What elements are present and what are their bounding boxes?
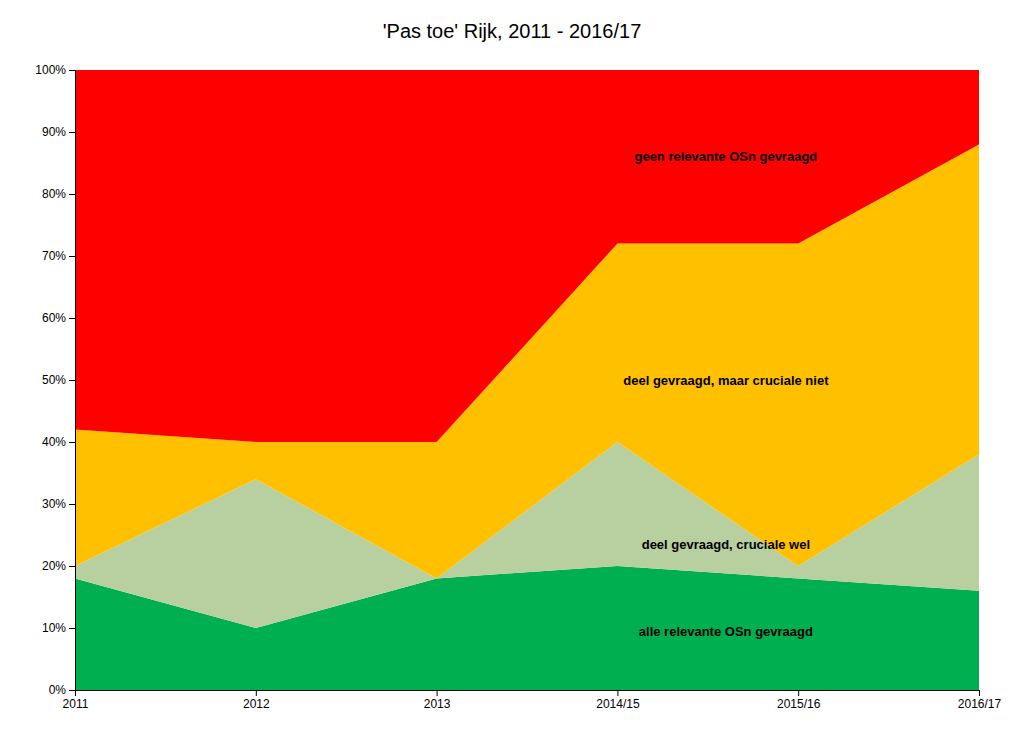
y-tick-mark <box>69 256 75 257</box>
y-tick: 30% <box>42 497 75 511</box>
y-tick-label: 40% <box>42 435 66 449</box>
x-axis: 2011 2012 2013 2014/15 2015/16 2016/17 <box>63 690 1002 711</box>
y-axis-line <box>69 71 76 691</box>
chart: 'Pas toe' Rijk, 2011 - 2016/17 0% 10% 20% 30… <box>0 0 1024 740</box>
y-tick-mark <box>69 566 75 567</box>
y-tick-label: 20% <box>42 559 66 573</box>
y-axis: 0% 10% 20% 30% 40% 50% 60% 70% 80% 90% 100% <box>35 63 75 697</box>
title: 'Pas toe' Rijk, 2011 - 2016/17 <box>383 20 642 42</box>
y-tick: 0% <box>49 683 75 697</box>
y-tick: 70% <box>42 249 75 263</box>
x-tick-mark <box>798 690 799 696</box>
series-labels: alle relevante OSn gevraagd deel gevraagd… <box>623 149 829 639</box>
y-tick: 10% <box>42 621 75 635</box>
x-tick: 2013 <box>424 690 451 711</box>
series-label: alle relevante OSn gevraagd <box>639 624 813 639</box>
y-tick-mark <box>69 194 75 195</box>
y-tick-mark <box>69 132 75 133</box>
y-tick: 80% <box>42 187 75 201</box>
y-tick-mark <box>69 442 75 443</box>
x-tick: 2015/16 <box>777 690 821 711</box>
y-tick: 90% <box>42 125 75 139</box>
plot: 0%10%20%30%40%50%60%70%80%90%100%2011201… <box>35 63 1001 710</box>
x-tick-mark <box>437 690 438 696</box>
x-tick: 2016/17 <box>958 690 1002 711</box>
x-tick: 2014/15 <box>596 690 640 711</box>
y-tick-label: 80% <box>42 187 66 201</box>
series-label: deel gevraagd, maar cruciale niet <box>623 373 829 388</box>
y-tick: 40% <box>42 435 75 449</box>
x-tick: 2012 <box>243 690 270 711</box>
y-tick-label: 60% <box>42 311 66 325</box>
series-label: deel gevraagd, cruciale wel <box>642 537 810 552</box>
x-tick-mark <box>617 690 618 696</box>
area <box>75 70 979 442</box>
y-tick-label: 50% <box>42 373 66 387</box>
x-tick-label: 2013 <box>424 697 451 711</box>
y-tick-mark <box>69 690 75 691</box>
series-label: geen relevante OSn gevraagd <box>634 149 817 164</box>
y-tick-label: 90% <box>42 125 66 139</box>
x-axis-line <box>76 691 980 697</box>
x-tick-mark <box>75 690 76 696</box>
x-tick-label: 2011 <box>63 697 89 711</box>
x-tick-label: 2012 <box>243 697 270 711</box>
y-tick: 60% <box>42 311 75 325</box>
x-tick-label: 2016/17 <box>958 697 1002 711</box>
y-tick-label: 0% <box>49 683 67 697</box>
y-tick-label: 30% <box>42 497 66 511</box>
y-tick-label: 10% <box>42 621 66 635</box>
y-tick-label: 100% <box>35 63 66 77</box>
x-tick-label: 2015/16 <box>777 697 821 711</box>
x-tick-mark <box>256 690 257 696</box>
y-tick: 100% <box>35 63 75 77</box>
areas <box>75 70 979 690</box>
x-tick: 2011 <box>63 690 89 711</box>
x-tick-mark <box>979 690 980 696</box>
y-tick-mark <box>69 318 75 319</box>
y-tick-mark <box>69 628 75 629</box>
y-tick: 20% <box>42 559 75 573</box>
y-tick-label: 70% <box>42 249 66 263</box>
y-tick-mark <box>69 380 75 381</box>
x-tick-label: 2014/15 <box>596 697 640 711</box>
y-tick: 50% <box>42 373 75 387</box>
y-tick-mark <box>69 70 75 71</box>
y-tick-mark <box>69 504 75 505</box>
